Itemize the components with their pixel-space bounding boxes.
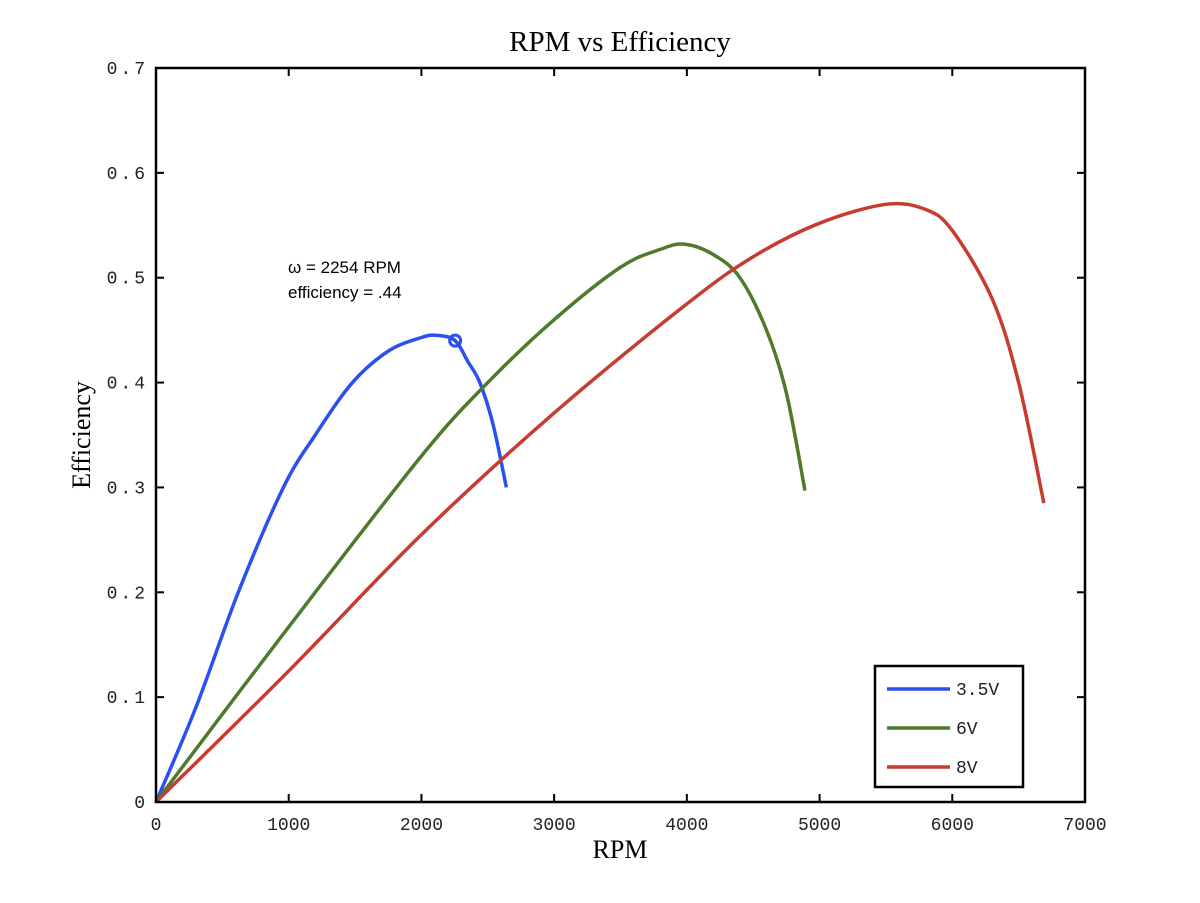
y-tick-label: 0.3 [107, 479, 148, 499]
legend-label: 6V [956, 720, 978, 740]
y-axis-label: Efficiency [67, 381, 96, 489]
x-tick-label: 5000 [798, 816, 841, 836]
y-tick-label: 0.6 [107, 165, 148, 185]
legend: 3.5V 6V 8V [873, 664, 1025, 789]
y-tick-label: 0.2 [107, 584, 148, 604]
chart-title: RPM vs Efficiency [509, 26, 731, 58]
annotation-line-2: efficiency = .44 [288, 283, 402, 302]
annotation-line-1: ω = 2254 RPM [288, 258, 401, 277]
series-line-3.5V [154, 333, 509, 803]
x-tick-label: 7000 [1063, 816, 1106, 836]
series-line-6V [154, 242, 807, 804]
plot-frame [154, 66, 1087, 804]
annotation-marker [448, 333, 463, 348]
x-tick-label: 6000 [931, 816, 974, 836]
x-tick-label: 1000 [267, 816, 310, 836]
x-tick-label: 3000 [533, 816, 576, 836]
y-tick-label: 0.4 [107, 375, 148, 395]
x-axis-label: RPM [593, 835, 648, 864]
x-tick-label: 4000 [665, 816, 708, 836]
y-tick-label: 0 [134, 794, 148, 814]
y-tick-label: 0.7 [107, 60, 148, 80]
y-tick-label: 0.5 [107, 270, 148, 290]
x-tick-label: 2000 [400, 816, 443, 836]
legend-label: 8V [956, 759, 978, 779]
x-tick-label: 0 [151, 816, 162, 836]
series-line-8V [154, 201, 1046, 804]
y-tick-label: 0.1 [107, 689, 148, 709]
legend-label: 3.5V [956, 681, 999, 701]
